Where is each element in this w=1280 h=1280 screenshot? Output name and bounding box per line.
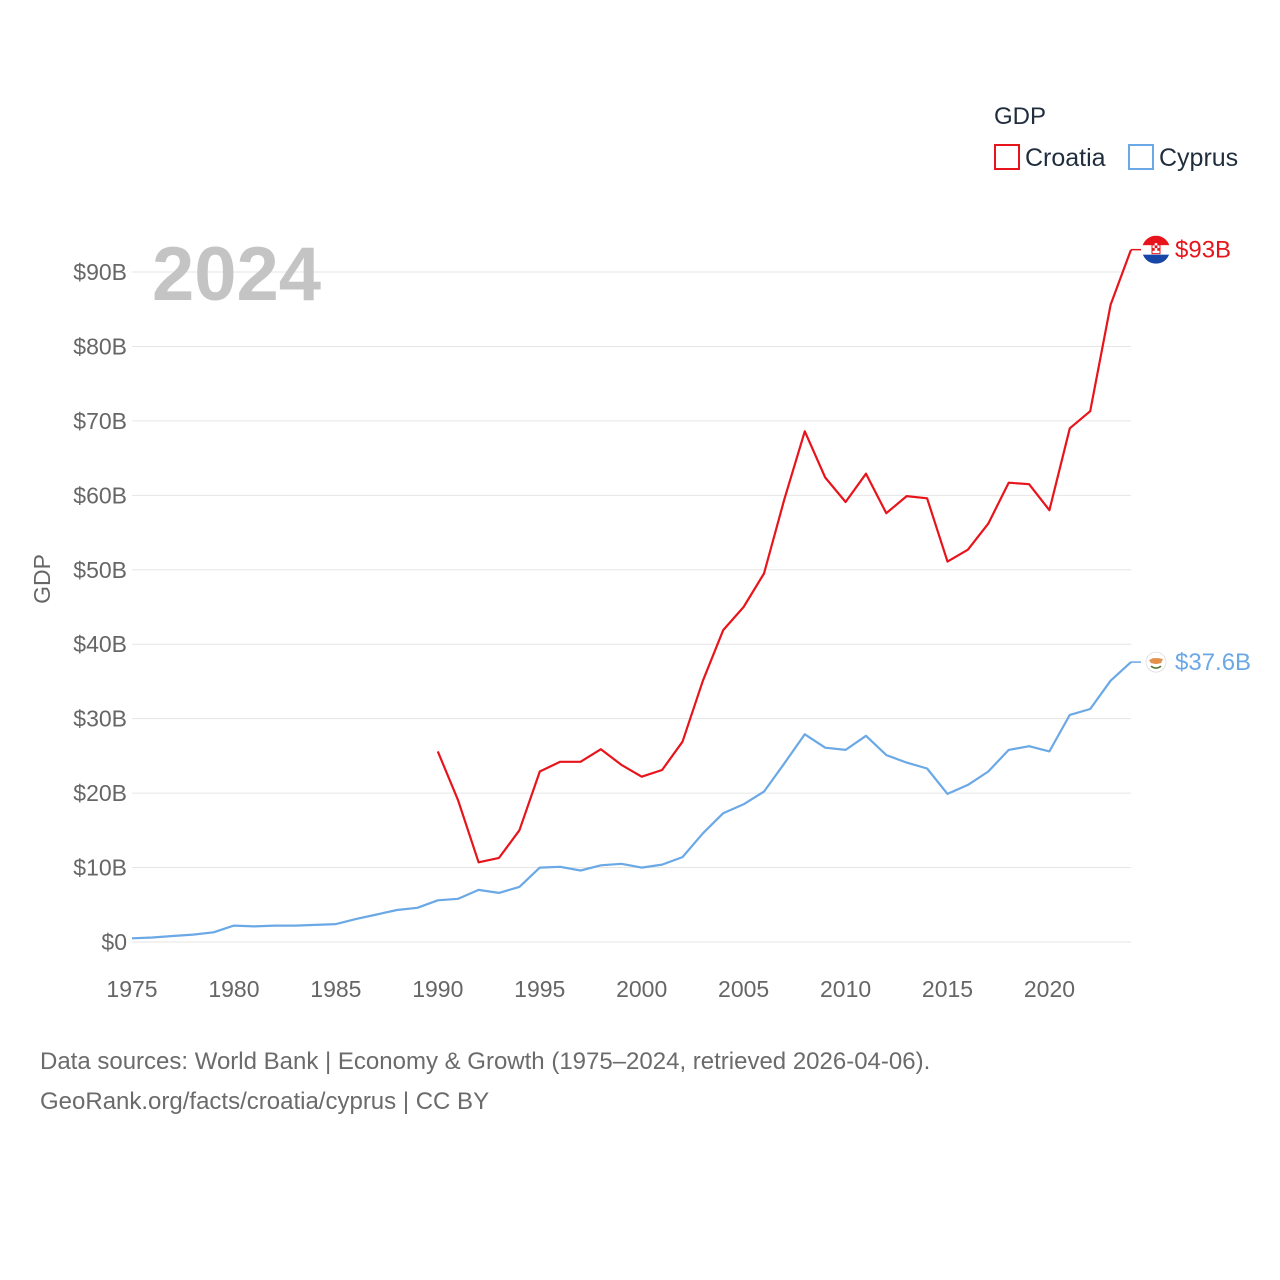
y-tick-label: $20B — [73, 780, 127, 806]
cyprus-flag-icon — [1145, 651, 1167, 673]
year-label: 2024 — [152, 232, 321, 317]
y-tick-label: $80B — [73, 333, 127, 359]
legend-swatch-cyprus — [1128, 144, 1154, 170]
legend: GDP Croatia Cyprus — [994, 103, 1238, 172]
x-tick-label: 1990 — [412, 976, 463, 1002]
data-sources-text: Data sources: World Bank | Economy & Gro… — [40, 1048, 931, 1075]
legend-swatch-croatia — [994, 144, 1020, 170]
grid-lines — [132, 271, 1131, 943]
legend-item-cyprus[interactable]: Cyprus — [1128, 144, 1238, 172]
y-tick-label: $90B — [73, 259, 127, 285]
y-tick-label: $70B — [73, 408, 127, 434]
x-tick-label: 1980 — [208, 976, 259, 1002]
x-tick-label: 2000 — [616, 976, 667, 1002]
footer: Data sources: World Bank | Economy & Gro… — [40, 1042, 1240, 1122]
croatia-flag-icon — [1142, 235, 1170, 264]
series-line-croatia — [436, 249, 1133, 864]
end-label-cyprus: $37.6B — [1175, 649, 1251, 676]
x-tick-label: 2020 — [1024, 976, 1075, 1002]
x-tick-label: 2015 — [922, 976, 973, 1002]
legend-label-cyprus: Cyprus — [1159, 144, 1238, 172]
y-axis-label: GDP — [29, 554, 55, 604]
gdp-line-chart: $0 $10B $20B $30B $40B $50B $60B $70B $80B $90B 1… — [29, 103, 1251, 1002]
x-axis-ticks: 1975 1980 1985 1990 1995 2000 2005 2010 2015 2020 — [106, 976, 1075, 1002]
attribution-text: GeoRank.org/facts/croatia/cyprus | CC BY — [40, 1088, 490, 1115]
y-tick-label: $10B — [73, 855, 127, 881]
x-tick-label: 1985 — [310, 976, 361, 1002]
x-tick-label: 2005 — [718, 976, 769, 1002]
x-tick-label: 2010 — [820, 976, 871, 1002]
y-tick-label: $40B — [73, 631, 127, 657]
x-tick-label: 1975 — [106, 976, 157, 1002]
y-tick-label: $60B — [73, 482, 127, 508]
y-tick-label: $50B — [73, 557, 127, 583]
y-tick-label: $30B — [73, 706, 127, 732]
x-tick-label: 1995 — [514, 976, 565, 1002]
series-lines — [131, 248, 1141, 940]
y-tick-label: $0 — [101, 929, 127, 955]
legend-label-croatia: Croatia — [1025, 144, 1106, 172]
series-line-cyprus — [131, 661, 1132, 940]
end-label-croatia: $93B — [1175, 237, 1231, 264]
legend-title: GDP — [994, 103, 1046, 130]
legend-item-croatia[interactable]: Croatia — [994, 144, 1106, 172]
y-axis-ticks: $0 $10B $20B $30B $40B $50B $60B $70B $80B $90B — [73, 259, 127, 955]
